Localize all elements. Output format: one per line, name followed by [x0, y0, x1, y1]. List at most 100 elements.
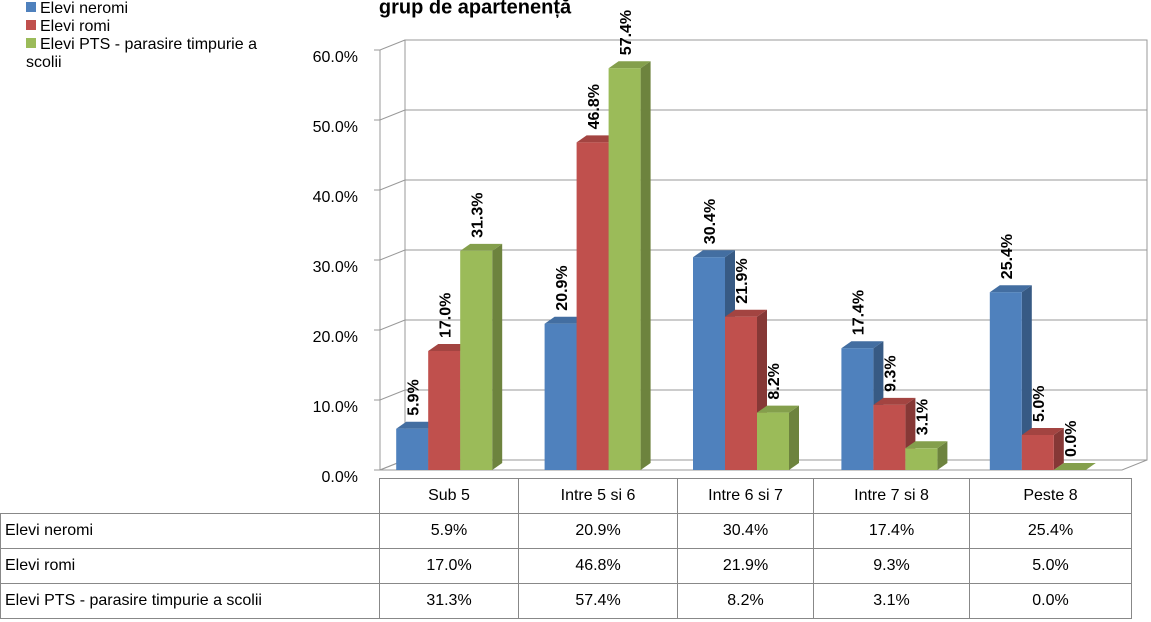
- bar: [576, 142, 609, 470]
- table-cell: 17.0%: [379, 548, 519, 584]
- legend-item: Elevi PTS - parasire timpurie a scolii: [26, 36, 266, 72]
- bar-top: [989, 285, 1032, 293]
- bar-top: [1053, 463, 1096, 470]
- y-tick-label: 60.0%: [313, 49, 358, 66]
- table-row: Elevi neromi 5.9% 20.9% 30.4% 17.4% 25.4%: [0, 513, 1132, 549]
- table-cell: 30.4%: [677, 513, 814, 549]
- bar-top: [905, 441, 948, 449]
- bar-top: [396, 421, 439, 429]
- legend-item: Elevi romi: [26, 18, 266, 36]
- category-label: Peste 8: [969, 478, 1132, 514]
- data-label: 21.9%: [734, 258, 751, 303]
- row-label: Elevi PTS - parasire timpurie a scolii: [0, 583, 380, 619]
- category-label: Intre 6 si 7: [677, 478, 814, 514]
- data-label: 17.4%: [851, 290, 868, 335]
- grid-line-side: [379, 249, 406, 261]
- data-label: 3.1%: [915, 399, 932, 435]
- table-cell: 57.4%: [518, 583, 678, 619]
- bar: [608, 68, 641, 470]
- data-label: 5.0%: [1031, 386, 1048, 422]
- data-label: 17.0%: [437, 293, 454, 338]
- y-tick-label: 30.0%: [313, 259, 358, 276]
- bar-top: [693, 250, 735, 258]
- legend-label: Elevi PTS - parasire timpurie a scolii: [26, 36, 257, 71]
- row-label: Elevi romi: [0, 548, 380, 584]
- table-cell: 3.1%: [813, 583, 970, 619]
- legend-label: Elevi romi: [40, 18, 111, 35]
- bar-side: [1021, 285, 1032, 470]
- bar-side: [937, 441, 948, 470]
- table-cell: 20.9%: [518, 513, 678, 549]
- bar-side: [640, 61, 651, 470]
- table-row: Elevi romi 17.0% 46.8% 21.9% 9.3% 5.0%: [0, 548, 1132, 584]
- data-label: 25.4%: [999, 234, 1016, 279]
- bar: [428, 351, 461, 470]
- y-tick-label: 20.0%: [313, 329, 358, 346]
- bar: [725, 316, 757, 470]
- table-cell: 5.0%: [969, 548, 1132, 584]
- grid-line-side: [379, 319, 406, 331]
- bar-top: [544, 316, 587, 324]
- table-cell: 5.9%: [379, 513, 519, 549]
- bar-top: [757, 405, 799, 413]
- data-label: 31.3%: [469, 193, 486, 238]
- chart-title: grup de apartenență: [379, 0, 572, 18]
- bar-top: [841, 341, 884, 349]
- legend-swatch: [26, 20, 36, 30]
- legend: Elevi neromi Elevi romi Elevi PTS - parasi…: [26, 0, 266, 72]
- grid-line-side: [379, 389, 406, 401]
- table-cell: 25.4%: [969, 513, 1132, 549]
- bar-top: [576, 135, 619, 143]
- category-label: Sub 5: [379, 478, 519, 514]
- data-label: 8.2%: [766, 363, 783, 399]
- bar-top: [608, 61, 651, 69]
- table-cell: 8.2%: [677, 583, 814, 619]
- bar-top: [873, 397, 916, 405]
- bar: [396, 428, 429, 470]
- bar: [460, 250, 493, 470]
- table-cell: 21.9%: [677, 548, 814, 584]
- data-label: 5.9%: [405, 379, 422, 415]
- bar-top: [428, 344, 471, 351]
- data-label: 0.0%: [1063, 421, 1080, 457]
- bar-side: [1053, 428, 1064, 470]
- bar: [905, 448, 938, 470]
- bar: [757, 412, 789, 470]
- legend-label: Elevi neromi: [40, 0, 129, 17]
- data-table: Sub 5 Intre 5 si 6 Intre 6 si 7 Intre 7 si …: [0, 478, 1132, 619]
- category-label: Intre 5 si 6: [518, 478, 678, 514]
- legend-item: Elevi neromi: [26, 0, 266, 18]
- table-cell: 9.3%: [813, 548, 970, 584]
- bar: [1021, 435, 1054, 470]
- table-cell: 46.8%: [518, 548, 678, 584]
- bar: [841, 348, 874, 470]
- bar: [989, 292, 1022, 470]
- data-label: 57.4%: [618, 10, 635, 55]
- row-label: Elevi neromi: [0, 513, 380, 549]
- y-tick-label: 50.0%: [313, 119, 358, 136]
- data-label: 9.3%: [883, 355, 900, 391]
- bar: [693, 257, 725, 470]
- bar-top: [725, 309, 767, 317]
- grid-line-side: [379, 179, 406, 191]
- data-label: 20.9%: [554, 265, 571, 310]
- table-cell: 0.0%: [969, 583, 1132, 619]
- table-cell: 31.3%: [379, 583, 519, 619]
- bar: [544, 323, 577, 470]
- bar-top: [460, 243, 503, 251]
- y-tick-label: 0.0%: [322, 469, 358, 486]
- bar: [873, 404, 906, 470]
- category-label: Intre 7 si 8: [813, 478, 970, 514]
- grid-line-side: [379, 109, 406, 121]
- data-label: 30.4%: [702, 199, 719, 244]
- bar-side: [789, 405, 799, 470]
- grid-line-side: [379, 39, 406, 51]
- table-cell: 17.4%: [813, 513, 970, 549]
- table-header: Sub 5 Intre 5 si 6 Intre 6 si 7 Intre 7 si …: [1, 478, 1132, 514]
- bar-top: [1021, 428, 1064, 435]
- y-tick-label: 10.0%: [313, 399, 358, 416]
- y-tick-label: 40.0%: [313, 189, 358, 206]
- data-label: 46.8%: [586, 84, 603, 129]
